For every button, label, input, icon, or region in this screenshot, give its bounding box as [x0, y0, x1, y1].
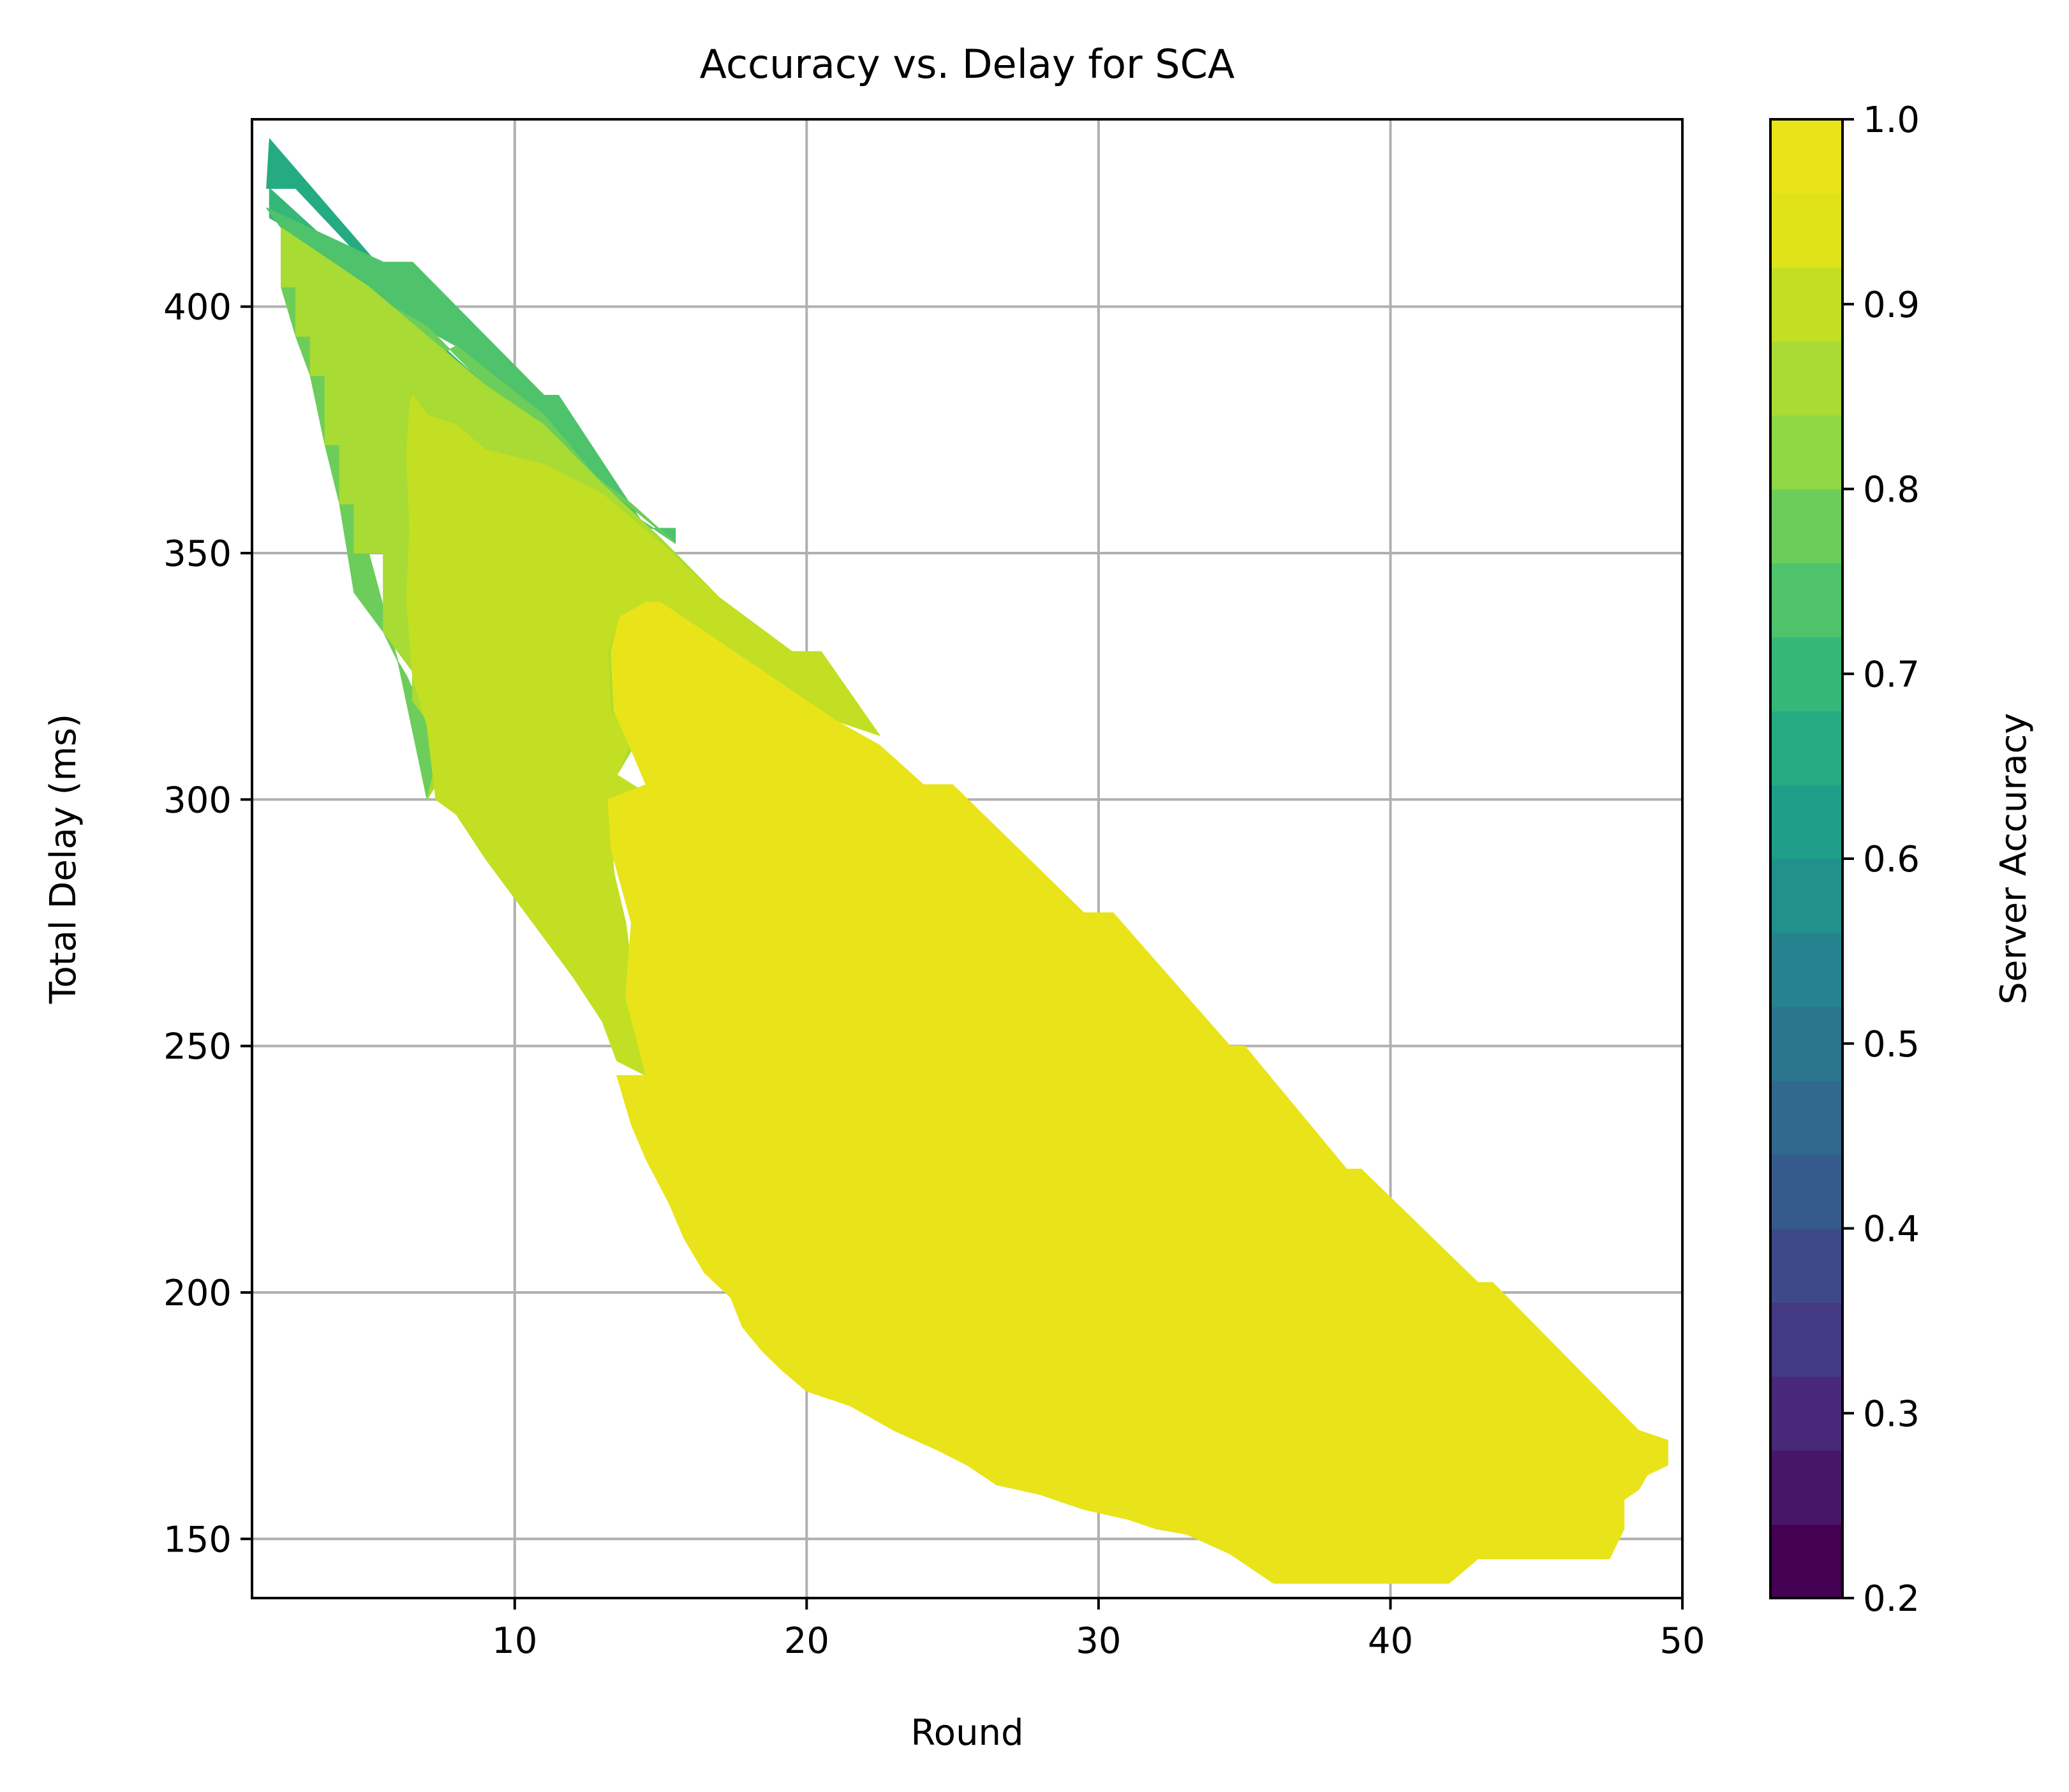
colorbar-segment	[1770, 1450, 1843, 1525]
chart-title: Accuracy vs. Delay for SCA	[700, 41, 1235, 87]
colorbar-segment	[1770, 785, 1843, 859]
y-tick-label: 300	[163, 780, 232, 821]
colorbar-tick-label: 0.6	[1863, 839, 1920, 880]
colorbar-segment	[1770, 1228, 1843, 1303]
colorbar-segment	[1770, 1302, 1843, 1377]
x-tick-label: 20	[784, 1620, 829, 1662]
y-axis-ticks: 150 200 250 300 350 400	[163, 287, 252, 1560]
colorbar-tick-label: 1.0	[1863, 100, 1920, 141]
y-axis-label: Total Delay (ms)	[43, 714, 84, 1004]
colorbar-segment	[1770, 1376, 1843, 1451]
colorbar-segment	[1770, 859, 1843, 933]
colorbar-tick-label: 0.8	[1863, 470, 1920, 511]
contour-region	[607, 602, 1668, 1584]
colorbar-tick-label: 0.2	[1863, 1578, 1920, 1620]
x-tick-label: 30	[1076, 1620, 1121, 1662]
colorbar-tick-label: 0.7	[1863, 654, 1920, 695]
x-tick-label: 10	[492, 1620, 537, 1662]
x-tick-label: 50	[1659, 1620, 1705, 1662]
colorbar-ticks: 0.2 0.3 0.4 0.5 0.6 0.7 0.8 0.9 1.0	[1843, 100, 1920, 1620]
colorbar-tick-label: 0.5	[1863, 1024, 1920, 1065]
colorbar-label: Server Accuracy	[1993, 713, 2035, 1004]
colorbar-segment	[1770, 1524, 1843, 1599]
plot-area-frame	[251, 118, 1684, 1599]
colorbar-segment	[1770, 341, 1843, 416]
y-tick-label: 150	[163, 1519, 232, 1560]
colorbar-segment	[1770, 415, 1843, 490]
colorbar-segment	[1770, 1154, 1843, 1229]
colorbar-tick-label: 0.9	[1863, 285, 1920, 326]
colorbar-segment	[1770, 932, 1843, 1007]
colorbar-segment	[1770, 193, 1843, 268]
colorbar-segment	[1770, 711, 1843, 785]
y-tick-label: 200	[163, 1273, 232, 1314]
colorbar-segment	[1770, 563, 1843, 638]
colorbar	[1770, 119, 1843, 1599]
colorbar-segment	[1770, 1006, 1843, 1081]
colorbar-segment	[1770, 1080, 1843, 1155]
colorbar-tick-label: 0.4	[1863, 1209, 1920, 1250]
x-axis-label: Round	[910, 1712, 1023, 1754]
contour-regions	[266, 138, 1668, 1584]
colorbar-segment	[1770, 267, 1843, 342]
y-tick-label: 400	[163, 287, 232, 329]
colorbar-segment	[1770, 119, 1843, 194]
colorbar-segment	[1770, 489, 1843, 564]
y-tick-label: 250	[163, 1026, 232, 1068]
y-tick-label: 350	[163, 533, 232, 575]
x-axis-ticks: 10 20 30 40 50	[492, 1598, 1705, 1662]
x-tick-label: 40	[1368, 1620, 1413, 1662]
colorbar-segment	[1770, 637, 1843, 711]
colorbar-tick-label: 0.3	[1863, 1393, 1920, 1435]
